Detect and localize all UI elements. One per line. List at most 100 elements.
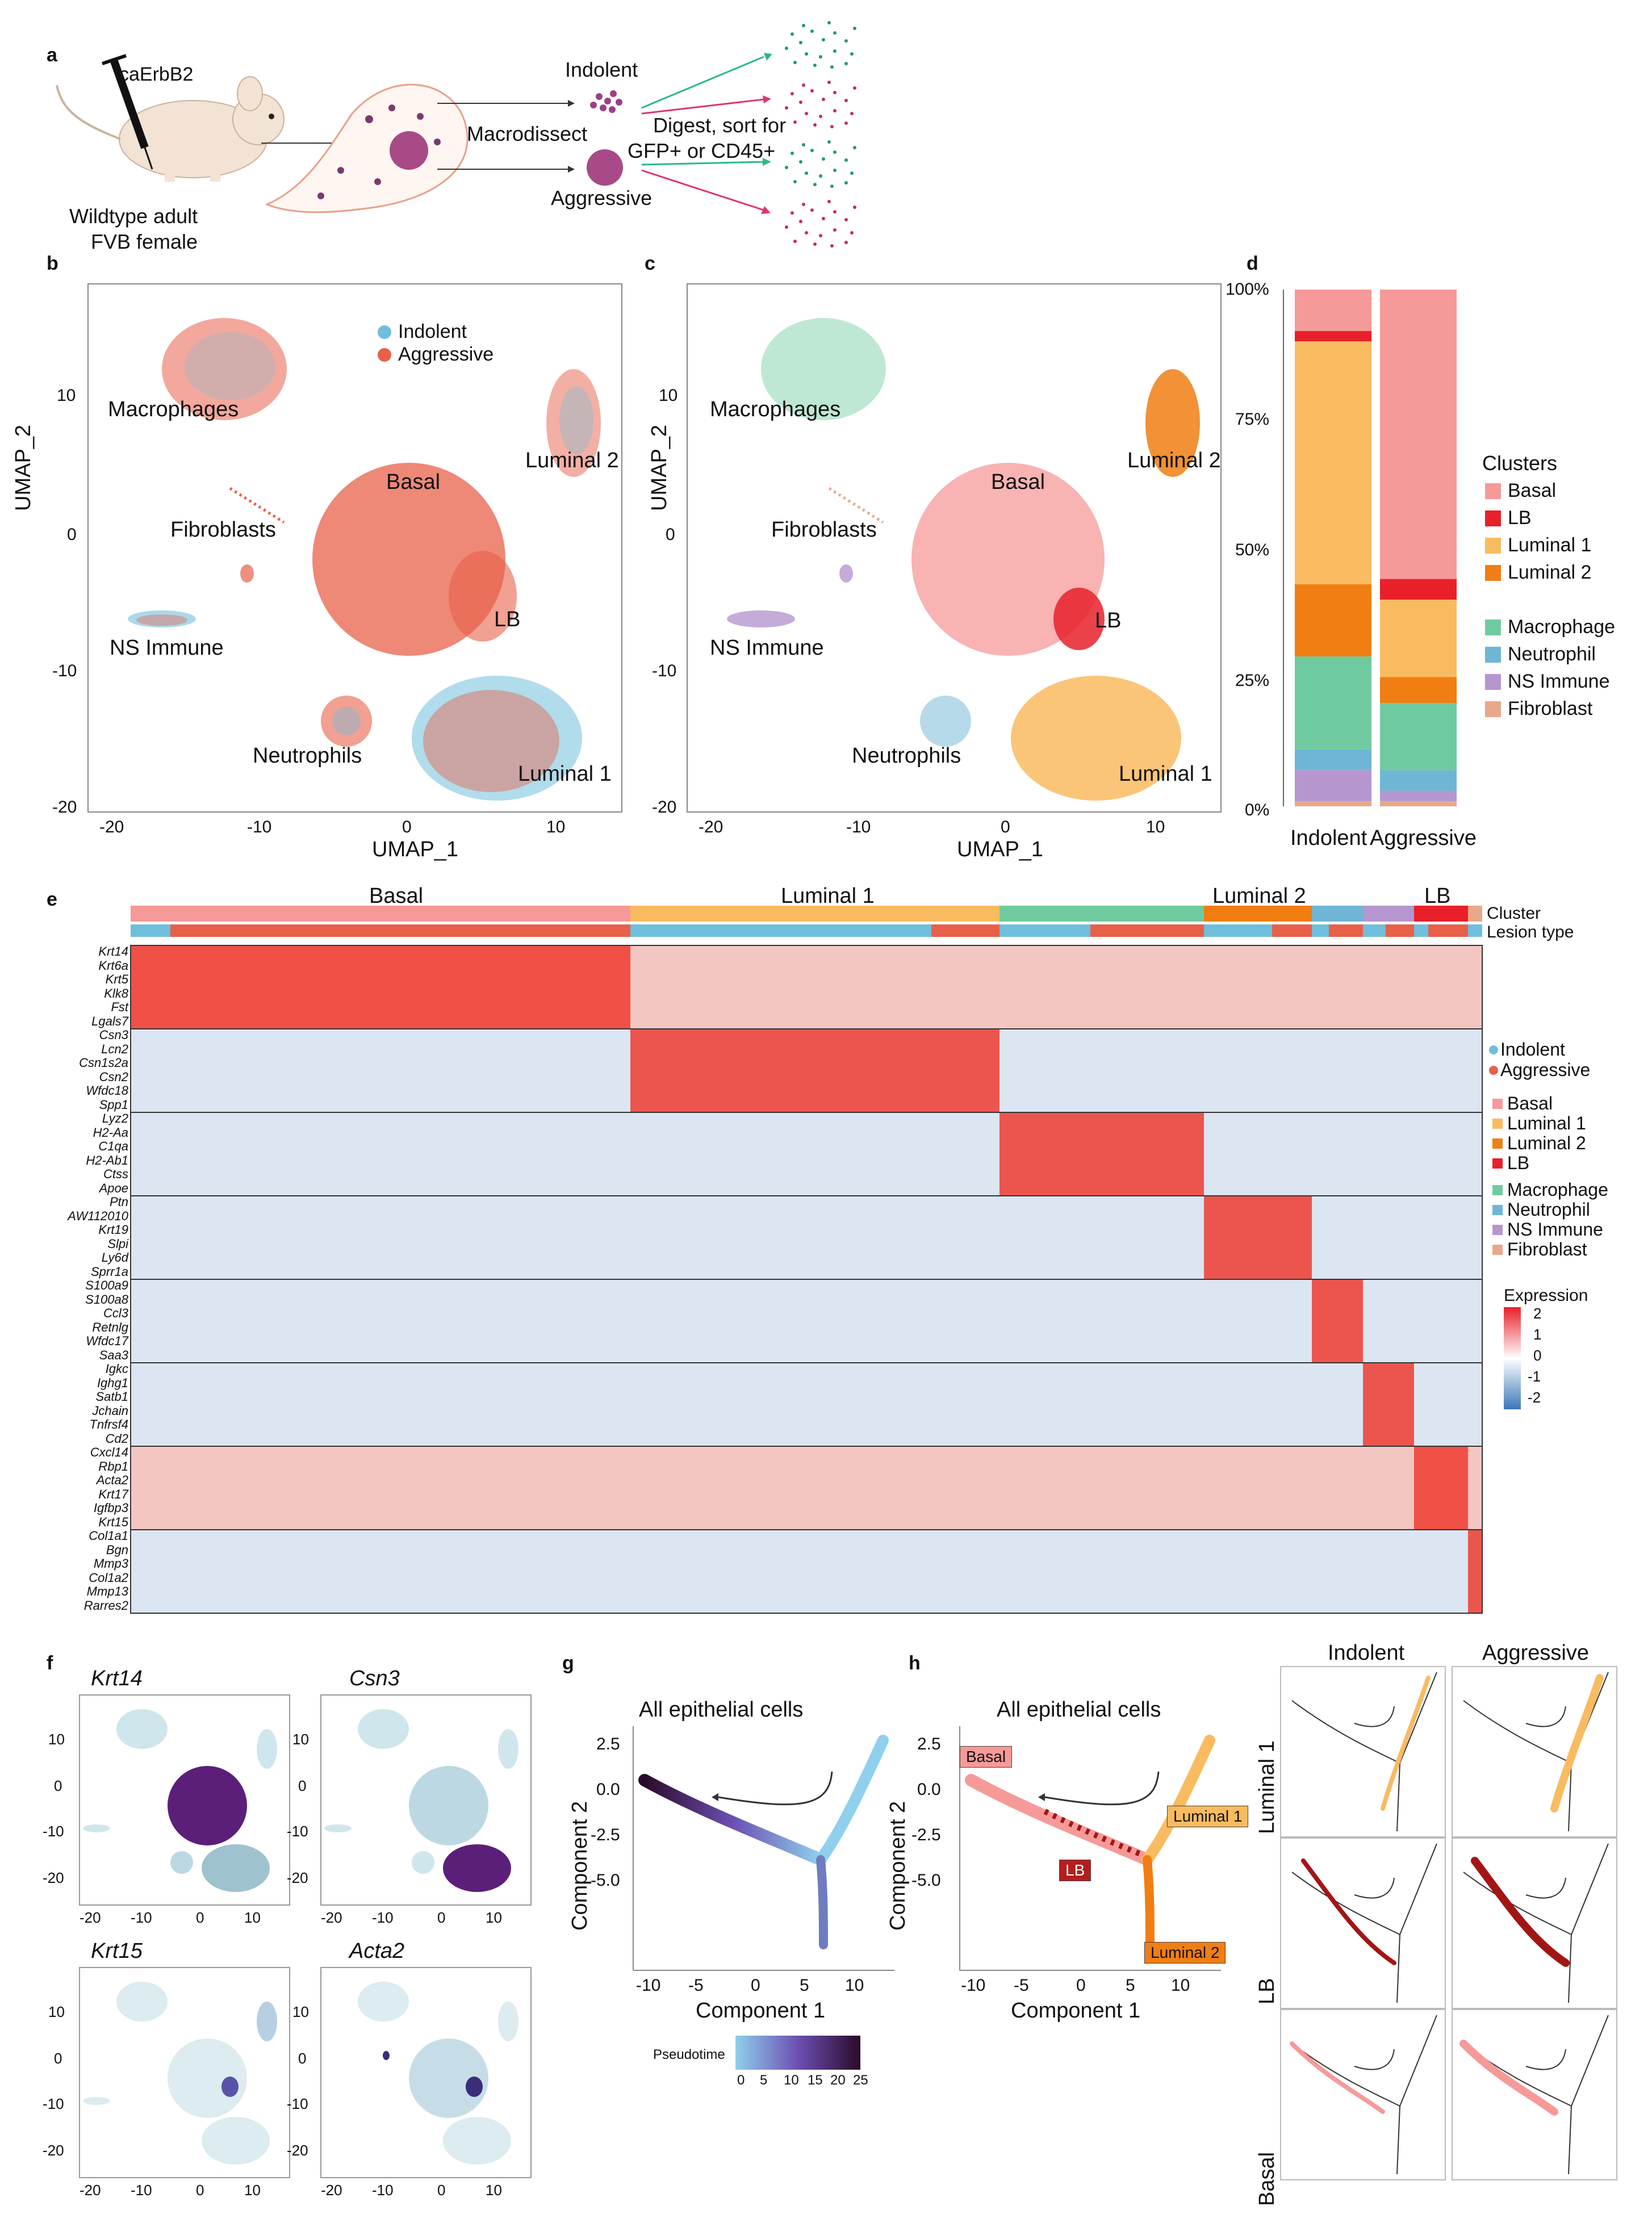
h-mini-cells xyxy=(1550,1674,1604,1812)
e-gene-label: Lgals7 xyxy=(91,1014,128,1028)
f-xtick-0-c: 0 xyxy=(196,2182,204,2199)
c-xtick-0: 0 xyxy=(1001,818,1010,836)
b-label-lb: LB xyxy=(494,608,521,631)
sorted-cells-cd45-indolent xyxy=(785,81,856,128)
e-gene-label: Csn2 xyxy=(99,1069,128,1084)
e-cluster-bar-neutrophil xyxy=(1312,906,1363,922)
f-xtick--10-d: -10 xyxy=(372,2182,394,2199)
f-ytick-0-b: 0 xyxy=(298,1777,307,1794)
e-lesion-bar-5 xyxy=(1090,924,1204,937)
e-expression-title: Expression xyxy=(1504,1286,1588,1305)
g-xtick-10: 10 xyxy=(845,1976,864,1995)
g-cb-tick-0: 0 xyxy=(737,2073,745,2088)
e-gene-label: Satb1 xyxy=(95,1389,129,1404)
e-lesion-bar-11 xyxy=(1386,924,1414,937)
e-lesion-bar-4 xyxy=(999,924,1090,937)
g-ytick--2.5: -2.5 xyxy=(591,1826,620,1844)
e-lesion-bar-14 xyxy=(1468,924,1482,937)
f-xtick--20-c: -20 xyxy=(80,2182,101,2199)
d-bar-aggressive-macrophage xyxy=(1380,703,1457,771)
e-gene-label: Wfdc18 xyxy=(86,1083,128,1098)
h-mini-basal-indolent xyxy=(1280,2009,1446,2180)
h-xtick-5: 5 xyxy=(1126,1976,1135,1995)
e-gene-label: Krt17 xyxy=(98,1487,128,1501)
injection-label: caErbB2 xyxy=(119,64,194,85)
f-xtick--10-b: -10 xyxy=(372,1909,394,1926)
c-ytick--10: -10 xyxy=(652,662,677,680)
e-gene-label: Krt19 xyxy=(98,1223,128,1237)
e-gene-label: H2-Aa xyxy=(93,1125,128,1140)
f-ytick--10-c: -10 xyxy=(43,2095,64,2112)
e-gene-label: Ctss xyxy=(103,1167,128,1181)
e-gene-label: Ptn xyxy=(109,1195,128,1209)
d-bar-indolent-neutrophil xyxy=(1295,749,1371,771)
c-ytick-0: 0 xyxy=(666,525,675,544)
h-ytick--5.0: -5.0 xyxy=(911,1871,941,1890)
e-gene-label: Ighg1 xyxy=(97,1375,128,1390)
e-gene-label: Col1a2 xyxy=(89,1570,128,1585)
e-top-lb: LB xyxy=(1424,884,1451,908)
e-lesion-legend-aggressive: Aggressive xyxy=(1489,1060,1590,1081)
d-legend-macrophage: Macrophage xyxy=(1485,616,1615,638)
e-cluster-legend-macrophage: Macrophage xyxy=(1492,1179,1608,1200)
e-expr-tick-0: 0 xyxy=(1533,1347,1542,1364)
mouse-icon xyxy=(56,76,285,182)
e-block-bg-7 xyxy=(131,1530,1482,1613)
d-xlabel-indolent: Indolent xyxy=(1290,826,1367,850)
e-block-high-6 xyxy=(1414,1446,1468,1530)
d-xlabel-aggressive: Aggressive xyxy=(1370,826,1477,850)
e-lesion-legend-indolent: Indolent xyxy=(1489,1039,1565,1060)
g-cb-tick-10: 10 xyxy=(784,2073,799,2088)
b-xtick-0: 0 xyxy=(402,818,412,836)
e-lesion-bar-3 xyxy=(931,924,999,937)
f-ytick-10-b: 10 xyxy=(292,1731,309,1748)
h-branch-luminal1: Luminal 1 xyxy=(1167,1806,1249,1827)
f-xtick-10-d: 10 xyxy=(486,2182,502,2199)
h-mini-lb-indolent xyxy=(1280,1837,1446,2009)
e-lesion-bar-9 xyxy=(1329,924,1363,937)
panel-a-letter: a xyxy=(47,44,57,66)
f-ytick--10-b: -10 xyxy=(287,1823,308,1840)
e-cluster-bar-fibroblast xyxy=(1468,906,1482,922)
h-col-aggressive: Aggressive xyxy=(1482,1641,1589,1665)
h-xtick--5: -5 xyxy=(1014,1976,1029,1995)
e-gene-label: C1qa xyxy=(98,1139,128,1153)
e-cluster-bar-basal xyxy=(131,906,630,922)
h-xtick-0: 0 xyxy=(1076,1976,1086,1995)
e-gene-label: Klk8 xyxy=(104,986,128,1001)
b-xtick--10: -10 xyxy=(247,818,272,836)
h-mini-cells xyxy=(1290,2041,1385,2114)
e-gene-labels: Krt14 Krt6a Krt5 Klk8 Fst Lgals7 Csn3 Lcn2 Csn1s… xyxy=(0,0,128,2227)
e-gene-label: Wfdc17 xyxy=(86,1334,128,1348)
h-ytick--2.5: -2.5 xyxy=(911,1826,941,1844)
e-block-high-5 xyxy=(1363,1363,1414,1446)
e-gene-label: Igkc xyxy=(105,1362,128,1376)
f-xtick-10-b: 10 xyxy=(486,1909,502,1926)
b-label-luminal2: Luminal 2 xyxy=(525,449,619,472)
f-ytick-10-c: 10 xyxy=(48,2003,65,2020)
f-xtick--20-d: -20 xyxy=(321,2182,342,2199)
b-label-neutrophils: Neutrophils xyxy=(253,744,362,768)
e-gene-label: Mmp3 xyxy=(93,1556,128,1571)
e-gene-label: Ccl3 xyxy=(103,1306,128,1320)
f-xtick-0-a: 0 xyxy=(196,1909,204,1926)
e-block-high-3 xyxy=(1204,1196,1312,1279)
syringe-icon xyxy=(102,54,153,170)
e-cluster-legend-fibroblast: Fibroblast xyxy=(1492,1239,1587,1260)
d-ytick-25: 25% xyxy=(1235,671,1270,690)
f-title-acta2: Acta2 xyxy=(349,1939,405,1963)
d-bar-indolent-basal xyxy=(1295,290,1371,331)
e-block-high-2 xyxy=(999,1112,1204,1196)
e-expr-tick--2: -2 xyxy=(1528,1389,1541,1406)
d-bar-indolent-macrophage xyxy=(1295,656,1371,750)
e-cluster-legend-luminal1: Luminal 1 xyxy=(1492,1113,1586,1134)
g-ytick-0.0: 0.0 xyxy=(596,1780,620,1799)
d-legend-title: Clusters xyxy=(1482,451,1558,475)
d-ytick-75: 75% xyxy=(1235,410,1270,429)
aggressive-lesion-label: Aggressive xyxy=(551,186,653,210)
c-xtick--10: -10 xyxy=(846,818,871,836)
sorted-cells-gfp-indolent xyxy=(785,21,856,69)
f-ytick-0-a: 0 xyxy=(54,1777,62,1794)
d-bar-indolent-luminal-1 xyxy=(1295,341,1371,584)
h-col-indolent: Indolent xyxy=(1328,1641,1405,1665)
